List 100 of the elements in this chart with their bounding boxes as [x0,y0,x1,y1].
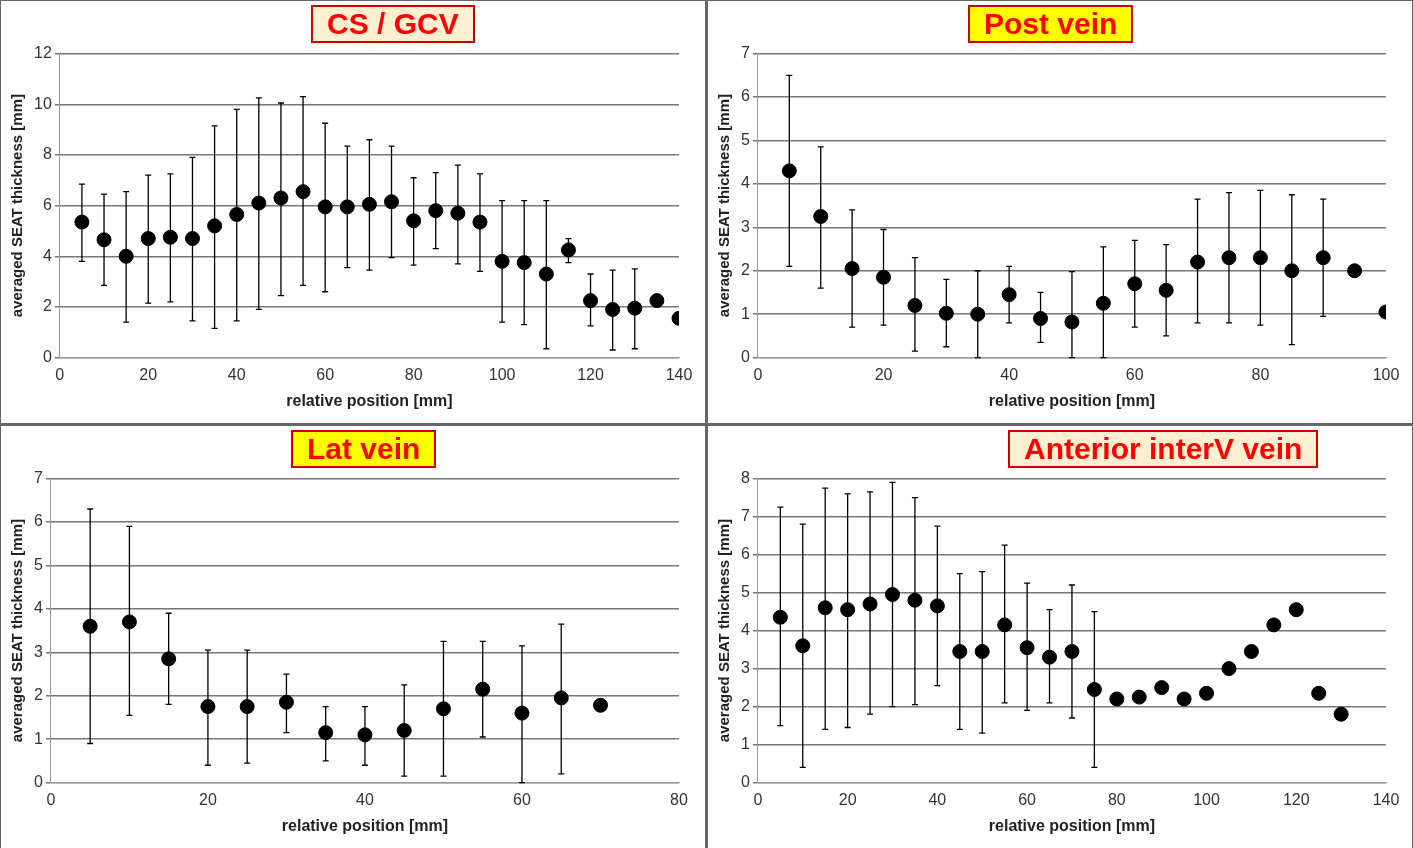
x-tick-label: 0 [55,365,65,383]
point [1158,282,1174,298]
point [435,701,451,717]
point [140,231,156,247]
point [339,199,355,215]
y-tick-label: 2 [33,686,43,704]
y-tick-label: 7 [740,44,750,62]
x-tick-label: 80 [1251,365,1270,383]
point [361,196,377,212]
point [184,231,200,247]
x-tick-label: 40 [356,790,374,808]
chart-title: CS / GCV [311,5,475,43]
point [82,618,98,634]
point [1154,680,1170,696]
x-tick-label: 40 [1000,365,1019,383]
y-tick-label: 8 [42,145,52,163]
y-tick-label: 5 [33,555,43,573]
point [161,651,177,667]
x-tick-label: 20 [199,790,217,808]
point [318,725,334,741]
point [952,644,968,659]
y-tick-label: 3 [740,217,750,235]
point [929,598,945,614]
point [1042,649,1058,665]
y-tick-label: 10 [34,94,52,112]
point [817,600,833,616]
y-tick-label: 4 [42,246,52,264]
y-tick-label: 0 [42,348,52,366]
point [1127,276,1143,292]
point [207,218,223,234]
y-axis-title: averaged SEAT thickness [mm] [8,519,26,743]
y-tick-label: 0 [740,348,750,366]
y-tick-label: 4 [33,599,43,617]
y-tick-label: 0 [33,773,43,791]
y-axis-title: averaged SEAT thickness [mm] [715,94,733,318]
x-tick-label: 40 [227,365,246,383]
point [1109,691,1125,707]
point [538,266,554,282]
point [553,690,569,706]
point [317,199,333,215]
y-axis-title: averaged SEAT thickness [mm] [8,94,26,318]
point [997,617,1013,633]
x-axis-title: relative position [mm] [281,816,449,834]
point [239,699,255,715]
point [1086,682,1102,697]
x-tick-label: 80 [1107,790,1126,808]
y-tick-label: 8 [740,469,750,487]
y-tick-label: 6 [42,196,52,214]
x-tick-label: 100 [1193,790,1220,808]
x-tick-label: 60 [513,790,531,808]
y-tick-label: 1 [740,304,750,322]
x-tick-label: 100 [1372,365,1400,383]
point [1333,706,1349,722]
point [1199,685,1215,701]
y-tick-label: 7 [740,507,750,525]
point [1131,689,1147,705]
point [1288,602,1304,618]
x-tick-label: 140 [665,365,693,383]
y-tick-label: 6 [740,545,750,563]
x-tick-label: 60 [1018,790,1037,808]
y-tick-label: 2 [740,261,750,279]
y-tick-label: 4 [740,621,750,639]
point [162,229,178,245]
point [516,255,532,271]
point [772,609,788,625]
y-tick-label: 6 [740,87,750,105]
point [251,195,267,211]
y-tick-label: 12 [34,44,52,62]
point [583,293,599,309]
x-tick-label: 20 [838,790,857,808]
y-tick-label: 2 [740,697,750,715]
point [1033,311,1049,327]
y-axis-title: averaged SEAT thickness [mm] [715,519,733,743]
chart-title: Anterior interV vein [1008,430,1319,468]
point [938,305,954,321]
point [396,722,412,738]
x-tick-label: 20 [139,365,158,383]
y-tick-label: 4 [740,174,750,192]
x-tick-label: 140 [1372,790,1400,808]
point [1221,661,1237,677]
y-tick-label: 3 [740,659,750,677]
point [1095,295,1111,311]
point [605,301,621,317]
point [121,614,137,630]
point [974,644,990,659]
point [884,587,900,602]
x-tick-label: 120 [577,365,604,383]
point [560,242,576,258]
y-tick-label: 7 [33,469,43,487]
y-tick-label: 1 [33,729,43,747]
point [1252,250,1268,266]
x-axis-title: relative position [mm] [286,391,453,409]
x-tick-label: 80 [404,365,423,383]
point [813,208,829,224]
point [592,697,608,713]
point [229,206,245,222]
point [649,293,665,309]
y-tick-label: 1 [740,735,750,753]
point [278,694,294,710]
point [428,203,444,219]
